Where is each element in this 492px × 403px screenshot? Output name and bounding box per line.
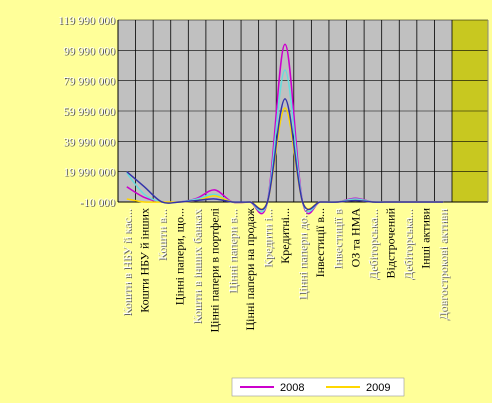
x-tick-label: Дебіторська... xyxy=(401,208,415,279)
x-tick-label: Цінні папери в... xyxy=(225,208,239,293)
y-tick-label-shadow: 59 990 000 xyxy=(64,107,116,119)
x-tick-label-shadow: Кошти в НБУ й кас... xyxy=(121,209,135,316)
y-tick-label-shadow: 79 990 000 xyxy=(64,77,116,89)
legend-label: 2009 xyxy=(366,382,390,394)
y-tick-label-shadow: 99 990 000 xyxy=(64,46,116,58)
legend-box xyxy=(231,377,405,397)
x-tick-label-shadow: Довгострокові активи xyxy=(437,208,451,320)
x-tick-label: Цінні папери в портфелі xyxy=(208,207,222,332)
x-tick-label-shadow: Цінні папери в... xyxy=(226,209,240,294)
y-tick-label-shadow: 39 990 000 xyxy=(64,137,116,149)
x-tick-label: Дебіторська... xyxy=(366,208,380,279)
x-tick-label: Цінні папери до... xyxy=(296,208,310,299)
x-tick-label: Інші активи xyxy=(419,207,433,268)
y-tick-label-shadow: 19 990 000 xyxy=(64,168,116,180)
x-tick-label: Цінні папери на продаж xyxy=(243,207,257,330)
x-tick-label: Відстрочений xyxy=(383,207,397,278)
x-tick-label-shadow: Дебіторська... xyxy=(367,209,381,280)
y-tick-label: 59 990 000 xyxy=(63,106,115,118)
x-tick-label: Довгострокові активи xyxy=(436,207,450,319)
x-tick-label: Кредити і... xyxy=(260,208,274,267)
x-tick-label: Кредитні... xyxy=(278,208,292,264)
series-line-3 xyxy=(126,98,444,211)
x-tick-label-shadow: Дебіторська... xyxy=(402,209,416,280)
x-tick-label-shadow: Інвестиції в xyxy=(332,209,346,270)
y-tick-label: 79 990 000 xyxy=(63,76,115,88)
y-tick-label-shadow: 119 990 000 xyxy=(59,16,116,28)
x-tick-label: Інвестиції в... xyxy=(313,208,327,277)
y-tick-label: 119 990 000 xyxy=(58,15,115,27)
y-tick-label: 39 990 000 xyxy=(63,136,115,148)
x-tick-label: Кошти НБУ й інших xyxy=(137,208,151,313)
y-tick-label: -10 000 xyxy=(80,197,116,209)
x-tick-label: Кошти в НБУ й кас... xyxy=(120,208,134,315)
legend-label: 2008 xyxy=(280,382,304,394)
x-tick-label: Кошти в... xyxy=(155,208,169,260)
x-tick-label: Кошти в інших банках xyxy=(190,208,204,323)
y-tick-label: 19 990 000 xyxy=(63,167,115,179)
x-tick-label: Інвестиції в xyxy=(331,208,345,269)
x-tick-label-shadow: Цінні папери до... xyxy=(297,209,311,300)
x-tick-label-shadow: Кошти в... xyxy=(156,209,170,261)
x-tick-label: Цінні папери, що... xyxy=(173,208,187,305)
x-tick-label-shadow: Кредити і... xyxy=(261,209,275,268)
y-tick-label-shadow: -10 000 xyxy=(81,198,117,210)
x-tick-label: ОЗ та НМА xyxy=(348,208,362,268)
y-tick-label: 99 990 000 xyxy=(63,45,115,57)
x-tick-label-shadow: Кошти в інших банках xyxy=(191,209,205,324)
